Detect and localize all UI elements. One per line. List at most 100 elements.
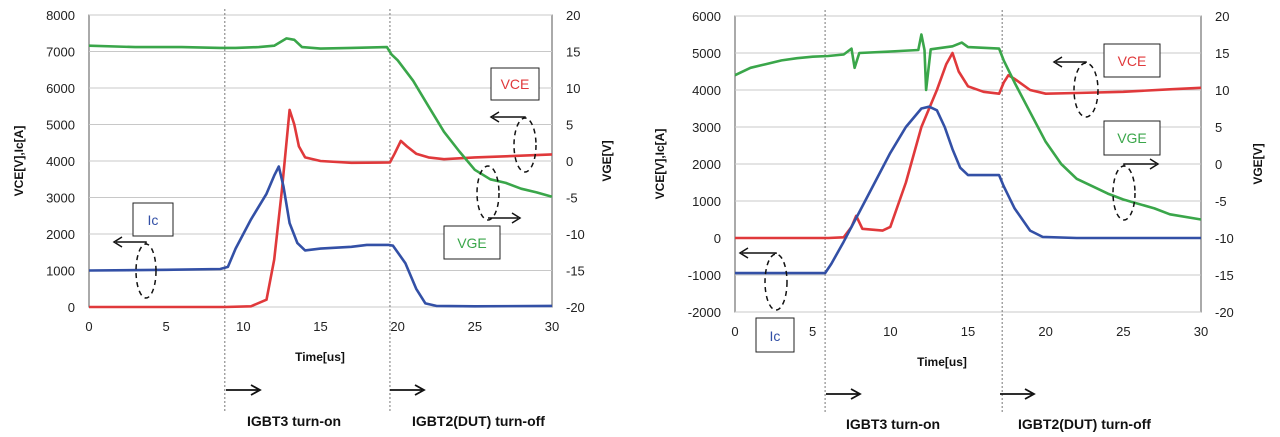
vce-arrow-left: [1052, 56, 1087, 68]
y2-tick-label: -10: [566, 227, 585, 242]
y-axis-label: VCE[V],Ic[A]: [653, 129, 667, 200]
x-axis-ticks: 0 5 10 15 20 25 30: [731, 324, 1208, 339]
series-ic-line: [88, 165, 553, 308]
right-axis-ticks: -20 -15 -10 -5 0 5 10 15 20: [566, 8, 585, 315]
y2-tick-label: 10: [566, 81, 580, 96]
y2-tick-label: -15: [1215, 268, 1234, 283]
y-tick-label: 1000: [692, 194, 721, 209]
y-tick-label: 5000: [46, 118, 75, 133]
turn-off-label: IGBT2(DUT) turn-off: [1018, 416, 1151, 432]
vce-label: VCE: [1118, 53, 1147, 69]
grid: [735, 15, 1201, 313]
y2-tick-label: -10: [1215, 231, 1234, 246]
y2-axis-label: VGE[V]: [1251, 143, 1265, 184]
x-tick-label: 25: [468, 319, 482, 334]
y2-tick-label: 0: [566, 154, 573, 169]
y2-tick-label: 5: [1215, 120, 1222, 135]
y2-tick-label: -5: [1215, 194, 1227, 209]
y-tick-label: 4000: [692, 83, 721, 98]
ic-label-box: [755, 317, 795, 353]
y-tick-label: 3000: [46, 191, 75, 206]
vce-arrow-left: [489, 111, 526, 123]
y-tick-label: 5000: [692, 46, 721, 61]
y-axis-label: VCE[V],Ic[A]: [12, 126, 26, 197]
y2-tick-label: 10: [1215, 83, 1229, 98]
ic-label-box: [132, 202, 174, 237]
series-ic-line: [735, 105, 1201, 275]
series-vge-line: [88, 37, 553, 199]
ic-label: Ic: [148, 212, 159, 228]
vce-label: VCE: [501, 76, 530, 92]
y-tick-label: 1000: [46, 264, 75, 279]
x-tick-label: 30: [1194, 324, 1208, 339]
x-axis-ticks: 0 5 10 15 20 25 30: [85, 319, 559, 334]
y2-tick-label: 20: [1215, 9, 1229, 24]
left-axis-ticks: -2000 -1000 0 1000 2000 3000 4000 5000 6000: [688, 9, 721, 320]
y-tick-label: -2000: [688, 305, 721, 320]
y-tick-label: 3000: [692, 120, 721, 135]
series-lines: [88, 37, 553, 309]
ic-arrow-left: [112, 236, 147, 248]
vge-label: VGE: [1117, 130, 1147, 146]
x-tick-label: 25: [1116, 324, 1130, 339]
vce-label-box: [490, 67, 540, 101]
x-axis-label: Time[us]: [295, 350, 345, 364]
y-tick-label: 0: [714, 231, 721, 246]
y2-tick-label: 5: [566, 118, 573, 133]
series-lines: [734, 33, 1202, 275]
y-tick-label: 2000: [692, 157, 721, 172]
y-tick-label: 6000: [46, 81, 75, 96]
turn-on-arrow: [226, 384, 262, 396]
y2-axis-label: VGE[V]: [600, 140, 614, 181]
y2-tick-label: 15: [1215, 46, 1229, 61]
turn-on-label: IGBT3 turn-on: [846, 416, 940, 432]
x-tick-label: 5: [809, 324, 816, 339]
y-tick-label: 8000: [46, 8, 75, 23]
y-tick-label: 0: [68, 300, 75, 315]
series-vce-line: [89, 108, 553, 309]
y2-tick-label: -15: [566, 264, 585, 279]
y2-tick-label: -5: [566, 191, 578, 206]
x-tick-label: 10: [883, 324, 897, 339]
turn-on-label: IGBT3 turn-on: [247, 413, 341, 429]
x-tick-label: 30: [545, 319, 559, 334]
phase-markers: [824, 10, 1003, 414]
ic-label: Ic: [770, 328, 781, 344]
y2-tick-label: 15: [566, 45, 580, 60]
x-tick-label: 0: [85, 319, 92, 334]
ic-callout-ellipse: [764, 253, 788, 311]
vce-label-box: [1103, 43, 1161, 78]
series-vge-line: [734, 33, 1202, 221]
vge-arrow-right: [1123, 158, 1160, 170]
turn-off-arrow: [390, 384, 426, 396]
x-tick-label: 10: [236, 319, 250, 334]
x-tick-label: 20: [1038, 324, 1052, 339]
turn-off-arrow: [1000, 388, 1036, 400]
turn-on-arrow: [826, 388, 862, 400]
y-tick-label: -1000: [688, 268, 721, 283]
y2-tick-label: 0: [1215, 157, 1222, 172]
right-axis-ticks: -20 -15 -10 -5 0 5 10 15 20: [1215, 9, 1234, 320]
y-tick-label: 6000: [692, 9, 721, 24]
y2-tick-label: 20: [566, 8, 580, 23]
phase-markers: [224, 9, 391, 412]
y2-tick-label: -20: [1215, 305, 1234, 320]
left-axis-ticks: 0 1000 2000 3000 4000 5000 6000 7000 8000: [46, 8, 75, 315]
x-tick-label: 15: [313, 319, 327, 334]
x-tick-label: 5: [163, 319, 170, 334]
y-tick-label: 2000: [46, 227, 75, 242]
y2-tick-label: -20: [566, 300, 585, 315]
x-tick-label: 15: [961, 324, 975, 339]
vge-callout-ellipse: [476, 165, 500, 221]
vge-label: VGE: [457, 235, 487, 251]
x-tick-label: 0: [731, 324, 738, 339]
x-axis-label: Time[us]: [917, 355, 967, 369]
ic-arrow-left: [738, 247, 777, 259]
vge-label-box: [1103, 120, 1161, 156]
turn-off-label: IGBT2(DUT) turn-off: [412, 413, 545, 429]
y-tick-label: 4000: [46, 154, 75, 169]
y-tick-label: 7000: [46, 45, 75, 60]
